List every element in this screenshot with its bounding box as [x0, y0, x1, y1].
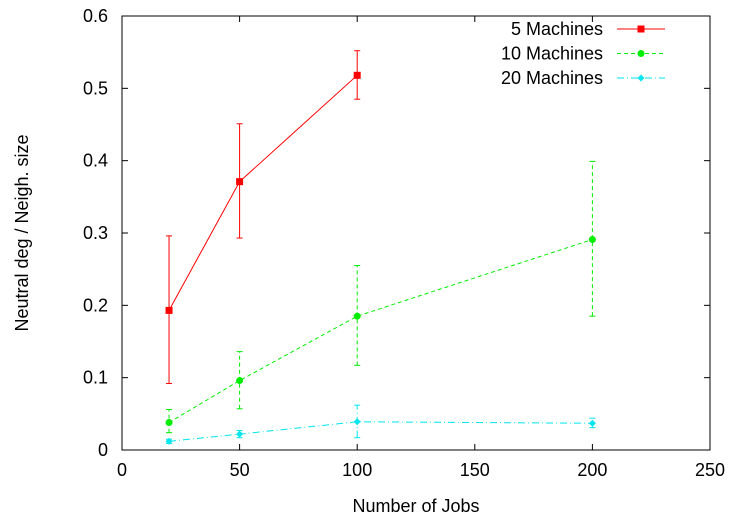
x-tick-label: 250 [695, 460, 725, 480]
data-point [165, 437, 173, 445]
legend-item-2: 10 Machines [501, 44, 665, 64]
x-tick-label: 150 [460, 460, 490, 480]
x-tick-label: 50 [230, 460, 250, 480]
series-1 [165, 50, 361, 384]
legend-marker [637, 50, 645, 57]
legend-marker [637, 74, 645, 82]
data-point [165, 306, 173, 314]
x-tick-label: 100 [342, 460, 372, 480]
y-tick-label: 0.2 [83, 295, 108, 315]
x-tick-label: 200 [577, 460, 607, 480]
y-tick-label: 0.1 [83, 368, 108, 388]
series-2 [165, 160, 596, 434]
y-tick-label: 0.4 [83, 151, 108, 171]
y-tick-label: 0.6 [83, 6, 108, 26]
series-line [168, 74, 358, 311]
y-tick-label: 0.5 [83, 78, 108, 98]
y-tick-label: 0.3 [83, 223, 108, 243]
y-tick-label: 0 [98, 440, 108, 460]
series-line [168, 421, 593, 442]
series-3 [165, 404, 596, 445]
x-tick-label: 0 [117, 460, 127, 480]
legend-label: 10 Machines [501, 44, 603, 64]
data-point [165, 419, 173, 427]
plot-frame [121, 15, 711, 451]
y-axis-title: Neutral deg / Neigh. size [12, 134, 32, 331]
data-point [588, 236, 596, 244]
legend-marker [637, 25, 645, 33]
legend-item-3: 20 Machines [501, 68, 665, 88]
series-line [168, 239, 593, 423]
legend-item-1: 5 Machines [511, 19, 665, 39]
legend-label: 5 Machines [511, 19, 603, 39]
data-point [353, 418, 361, 426]
data-point [353, 71, 361, 79]
x-axis-title: Number of Jobs [352, 496, 479, 516]
legend-label: 20 Machines [501, 68, 603, 88]
data-point [236, 430, 244, 438]
data-point [353, 312, 361, 320]
data-point [236, 178, 244, 186]
data-point [236, 377, 244, 385]
data-point [588, 419, 596, 427]
